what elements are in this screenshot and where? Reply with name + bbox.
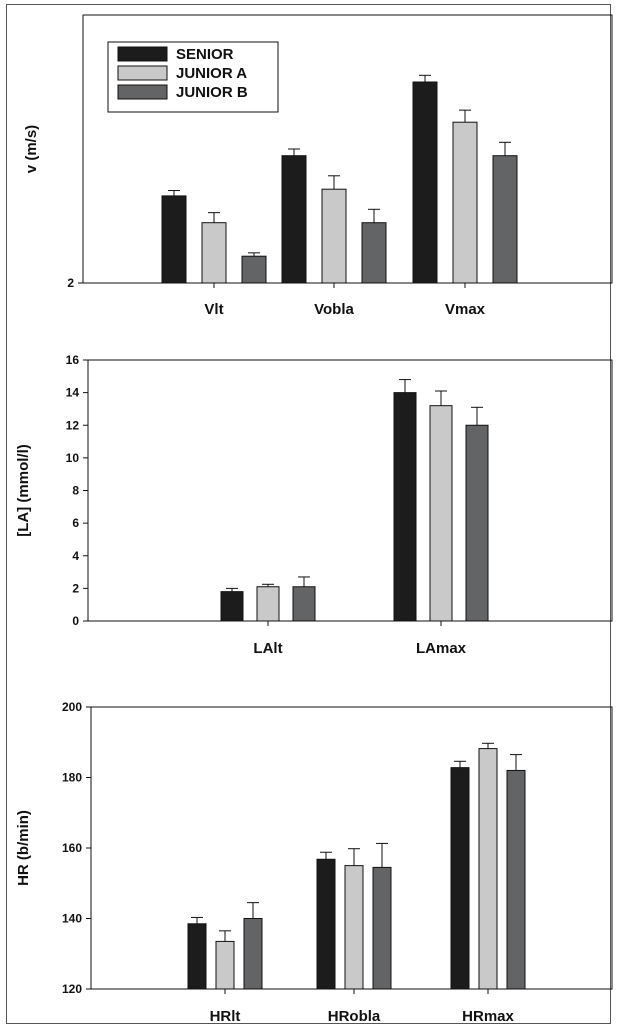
chart-3: 120 140 160 180 200 HR (b/min) HRlt HRobla HRmax (15, 700, 613, 1025)
y-tick-label: 6 (72, 516, 79, 530)
bar (201, 222, 227, 284)
bar (241, 255, 267, 284)
legend-entry: SENIOR (176, 46, 234, 63)
y-tick-label: 14 (66, 386, 80, 400)
bar (450, 767, 470, 990)
y-tick-label: 12 (66, 418, 80, 432)
legend: SENIOR JUNIOR A JUNIOR B (107, 41, 279, 113)
y-tick-label: 140 (62, 912, 82, 926)
bar (429, 405, 453, 622)
y-tick-label: 200 (62, 700, 82, 714)
y-tick-label: 2 (72, 581, 79, 595)
legend-entry: JUNIOR B (176, 84, 248, 101)
bar (506, 769, 526, 990)
category-label: Vobla (314, 301, 354, 318)
y-tick-label: 120 (62, 982, 82, 996)
category-label: HRmax (462, 1008, 514, 1025)
y-tick-label: 180 (62, 771, 82, 785)
y-tick-label: 16 (66, 353, 80, 367)
bar (220, 591, 244, 622)
bar (492, 155, 518, 284)
figure-frame (6, 4, 611, 1024)
plot-area (87, 359, 613, 622)
bar (316, 858, 336, 990)
bar (161, 195, 187, 284)
y-axis-label: HR (b/min) (15, 810, 32, 886)
legend-entry: JUNIOR A (176, 65, 247, 82)
bar (478, 748, 498, 990)
category-label: HRobla (328, 1008, 381, 1025)
bar (321, 188, 347, 284)
category-label: LAmax (416, 640, 467, 657)
category-label: Vmax (445, 301, 486, 318)
y-axis-label: v (m/s) (23, 125, 40, 173)
bar (452, 121, 478, 284)
y-axis-label: [LA] (mmol/l) (15, 444, 32, 536)
legend-swatch (117, 65, 168, 81)
category-label: Vlt (204, 301, 223, 318)
bar (256, 586, 280, 622)
y-tick-label: 10 (66, 451, 80, 465)
category-label: LAlt (253, 640, 282, 657)
bar (215, 940, 235, 990)
y-tick-label: 0 (72, 614, 79, 628)
bar (187, 923, 207, 990)
plot-area (82, 14, 613, 284)
bar (361, 222, 387, 284)
y-tick-label: 160 (62, 841, 82, 855)
y-tick-label: 2 (67, 276, 74, 290)
bar (292, 586, 316, 622)
legend-swatch (117, 46, 168, 62)
chart-2: 0 2 4 6 8 10 12 14 16 [LA] (mmol/l) LAlt LAmax (15, 353, 613, 657)
bar (465, 424, 489, 622)
bar (412, 81, 438, 284)
bar (393, 392, 417, 622)
category-label: HRlt (210, 1008, 241, 1025)
bar (372, 866, 392, 990)
bar (243, 918, 263, 990)
legend-swatch (117, 84, 168, 100)
bar (281, 155, 307, 284)
y-tick-label: 8 (72, 484, 79, 498)
bar (344, 865, 364, 990)
chart-1: 2 v (m/s) Vlt Vobla Vmax SENIOR JUNIOR A JUNIOR… (23, 14, 613, 318)
y-tick-label: 4 (72, 549, 79, 563)
